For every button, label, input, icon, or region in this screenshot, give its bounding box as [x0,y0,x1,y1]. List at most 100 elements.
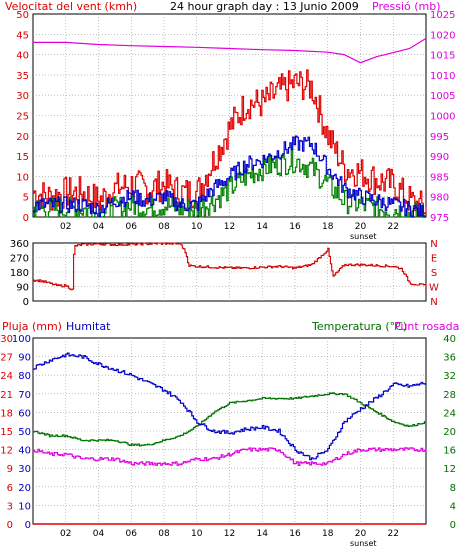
bottom-chart-series [33,352,427,525]
humidity-tick-70: 70 [18,390,31,401]
compass-tick-S-2: S [431,268,437,279]
pressure-tick-1025: 1025 [430,10,455,21]
compass-tick-N-0: N [430,239,437,250]
wind-tick-0: 0 [23,213,29,224]
humidity-tick-100: 100 [12,334,31,345]
x-tick-12: 12 [224,529,235,539]
temperature-y-ticks: 0 4 8 12 16 20 24 28 32 36 40 [443,334,456,531]
wind-tick-25: 25 [16,112,29,123]
rain-tick-24: 24 [0,371,13,382]
x-tick-08: 08 [158,222,170,232]
pressure-tick-1005: 1005 [430,91,455,102]
pressure-label: Pressió (mb) [372,0,441,13]
temp-tick-24: 24 [443,408,456,419]
x-tick-06: 06 [126,529,138,539]
x-tick-18: 18 [322,529,334,539]
x-tick-22: 22 [388,222,399,232]
rain-tick-30: 30 [0,334,13,345]
x-tick-20: 20 [355,222,367,232]
bottom-chart-grid [33,338,426,524]
humidity-tick-30: 30 [18,464,31,475]
x-tick-20: 20 [355,529,367,539]
bottom-x-ticks: 02 04 06 08 10 12 14 16 18 20 22 [60,529,399,539]
rain-tick-18: 18 [0,408,13,419]
x-tick-06: 06 [126,222,138,232]
rain-tick-27: 27 [0,353,13,364]
pressure-tick-975: 975 [430,213,449,224]
humidity-tick-0: 0 [25,520,31,531]
direction-line [33,242,427,291]
humidity-tick-40: 40 [18,446,31,457]
rain-tick-15: 15 [0,427,13,438]
wind-gust-line [33,69,427,218]
wind-x-ticks: 02 04 06 08 10 12 14 16 18 20 22 [60,222,399,232]
wind-tick-50: 50 [16,10,29,21]
rain-tick-12: 12 [0,446,13,457]
wind-tick-30: 30 [16,91,29,102]
wind-y-ticks: 0 5 10 15 20 25 30 35 40 45 50 [16,10,29,224]
humidity-tick-50: 50 [18,427,31,438]
wind-avg-line [33,135,426,218]
temp-tick-12: 12 [443,464,456,475]
wind-green-line [33,148,426,218]
humidity-tick-90: 90 [18,353,31,364]
direction-tick-270: 270 [10,254,29,265]
dewpoint-line [33,447,427,466]
rain-tick-21: 21 [0,390,13,401]
temp-tick-16: 16 [443,446,456,457]
x-tick-02: 02 [60,222,71,232]
wind-tick-5: 5 [23,193,29,204]
pressure-tick-1015: 1015 [430,51,455,62]
humidity-tick-20: 20 [18,483,31,494]
pressure-line [33,37,427,64]
x-tick-16: 16 [289,529,301,539]
direction-chart-series [33,242,427,291]
wind-tick-35: 35 [16,71,29,82]
temp-tick-36: 36 [443,353,456,364]
rain-tick-3: 3 [7,501,13,512]
pressure-tick-1000: 1000 [430,112,455,123]
rain-tick-9: 9 [7,464,13,475]
temp-tick-28: 28 [443,390,456,401]
pressure-tick-1010: 1010 [430,71,455,82]
x-tick-04: 04 [93,529,105,539]
pressure-tick-980: 980 [430,193,449,204]
x-tick-14: 14 [257,529,269,539]
direction-chart-frame [32,242,427,302]
humidity-label: Humitat [66,320,111,333]
compass-tick-W-3: W [429,283,439,294]
pressure-tick-990: 990 [430,152,449,163]
pressure-tick-995: 995 [430,132,449,143]
wind-chart-series [33,37,427,218]
x-tick-14: 14 [257,222,269,232]
humidity-tick-10: 10 [18,501,31,512]
direction-tick-360: 360 [10,239,29,250]
humidity-tick-60: 60 [18,408,31,419]
direction-y-ticks: 0 90 180 270 360 [10,239,29,308]
humidity-y-ticks: 0 10 20 30 40 50 60 70 80 90 100 [12,334,31,531]
temp-tick-4: 4 [450,501,456,512]
direction-tick-180: 180 [10,268,29,279]
wind-tick-40: 40 [16,51,29,62]
x-tick-10: 10 [191,529,203,539]
sunset-label-bottom: sunset [350,539,377,548]
sunset-label-top: sunset [350,232,377,241]
pressure-tick-985: 985 [430,172,449,183]
x-tick-04: 04 [93,222,105,232]
wind-tick-20: 20 [16,132,29,143]
wind-tick-45: 45 [16,30,29,41]
temp-tick-40: 40 [443,334,456,345]
temp-tick-32: 32 [443,371,456,382]
x-tick-18: 18 [322,222,334,232]
x-tick-02: 02 [60,529,71,539]
rain-tick-0: 0 [7,520,13,531]
x-tick-16: 16 [289,222,301,232]
x-tick-22: 22 [388,529,399,539]
compass-tick-E-1: E [431,254,437,265]
temp-tick-8: 8 [450,483,456,494]
rain-y-ticks: 0 3 6 9 12 15 18 21 24 27 30 [0,334,13,531]
